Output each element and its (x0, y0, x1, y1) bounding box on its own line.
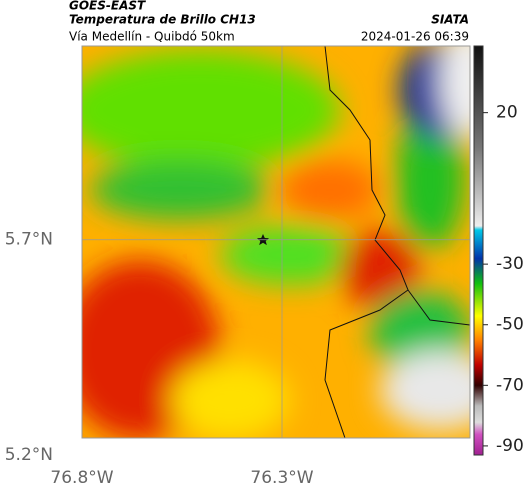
subtitle: Vía Medellín - Quibdó 50km (69, 30, 235, 44)
timestamp: 2024-01-26 06:39 (361, 30, 469, 44)
colorbar-tick-label: -30 (496, 254, 524, 274)
brand: SIATA (431, 13, 469, 27)
y-tick-label: 5.2°N (5, 445, 53, 465)
colorbar-tick-label: -70 (496, 375, 524, 395)
y-tick-label: 5.7°N (5, 230, 53, 250)
imagery (82, 46, 470, 438)
title: Temperatura de Brillo CH13 (69, 13, 256, 27)
colorbar-tick-label: -90 (496, 436, 524, 456)
x-tick-label: 76.3°W (250, 468, 313, 488)
colorbar (473, 45, 484, 456)
colorbar-tick-label: 20 (496, 103, 518, 123)
x-tick-label: 76.8°W (50, 468, 113, 488)
colorbar-tick-label: -50 (496, 315, 524, 335)
source: GOES-EAST (69, 0, 146, 13)
